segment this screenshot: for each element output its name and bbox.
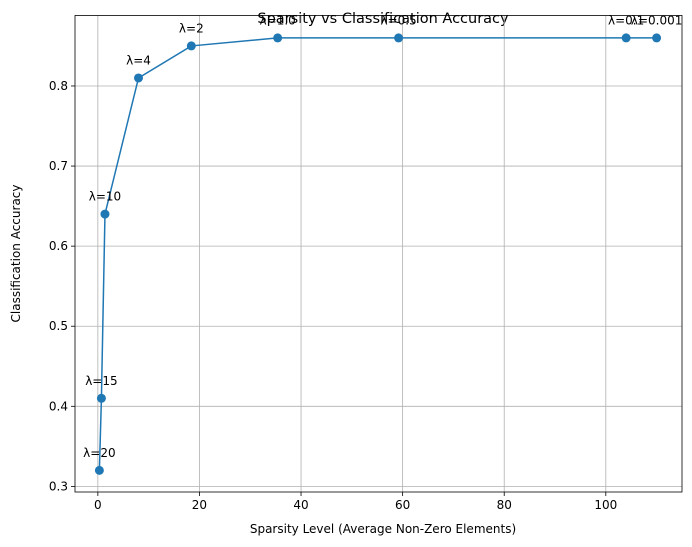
grid bbox=[75, 15, 682, 492]
chart-title: Sparsity vs Classification Accuracy bbox=[257, 11, 509, 27]
point-label: λ=1.0 bbox=[260, 13, 296, 27]
point-label: λ=0.5 bbox=[380, 13, 416, 27]
y-tick-label: 0.8 bbox=[49, 79, 68, 93]
y-tick-label: 0.5 bbox=[49, 319, 68, 333]
point-label: λ=20 bbox=[83, 446, 115, 460]
x-tick-label: 20 bbox=[192, 498, 207, 512]
data-point bbox=[652, 33, 662, 43]
point-label: λ=0.1 bbox=[608, 13, 644, 27]
y-tick-label: 0.7 bbox=[49, 159, 68, 173]
plot-frame bbox=[74, 15, 683, 493]
data-point bbox=[96, 393, 106, 403]
x-tick-label: 60 bbox=[395, 498, 410, 512]
series-markers bbox=[94, 33, 662, 475]
data-point bbox=[100, 209, 110, 219]
y-tick-label: 0.3 bbox=[49, 479, 68, 493]
point-label: λ=4 bbox=[126, 53, 151, 67]
x-tick-label: 80 bbox=[497, 498, 512, 512]
axis-ticks: 0 20 40 60 80 100 0.3 0.4 0.5 0.6 0.7 0.8 bbox=[49, 79, 617, 512]
y-tick-label: 0.6 bbox=[49, 239, 68, 253]
data-point bbox=[186, 41, 196, 51]
point-label: λ=0.001 bbox=[631, 13, 683, 27]
point-annotations: λ=20 λ=15 λ=10 λ=4 λ=2 λ=1.0 λ=0.5 λ=0.1λ=0.001 bbox=[83, 13, 682, 459]
point-label: λ=15 bbox=[85, 374, 117, 388]
x-tick-label: 0 bbox=[94, 498, 102, 512]
point-label: λ=2 bbox=[179, 21, 204, 35]
y-tick-label: 0.4 bbox=[49, 399, 68, 413]
x-axis-label: Sparsity Level (Average Non-Zero Element… bbox=[250, 522, 516, 536]
y-axis-label: Classification Accuracy bbox=[9, 185, 23, 323]
data-point bbox=[94, 465, 104, 475]
point-label: λ=10 bbox=[89, 190, 121, 204]
x-tick-label: 40 bbox=[293, 498, 308, 512]
data-point bbox=[133, 73, 143, 83]
data-point bbox=[273, 33, 283, 43]
data-point bbox=[621, 33, 631, 43]
series-line bbox=[98, 37, 657, 471]
x-tick-label: 100 bbox=[594, 498, 617, 512]
data-point bbox=[394, 33, 404, 43]
